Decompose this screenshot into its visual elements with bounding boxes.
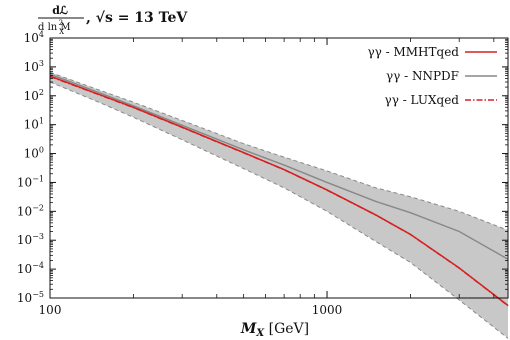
- legend: γγ - MMHTqed γγ - NNPDF γγ - LUXqed: [367, 45, 497, 107]
- y-tick-label: 104: [24, 30, 44, 45]
- plot-area: [49, 37, 509, 339]
- xlabel-sub: X: [255, 328, 265, 339]
- ylabel-denominator-sub: X: [59, 28, 64, 36]
- y-tick-label: 10−4: [17, 261, 44, 276]
- y-axis: 10−5 10−4 10−3 10−2 10−1 100 101 102 103 104: [17, 30, 508, 305]
- band-lower-edge: [49, 81, 509, 339]
- ylabel-energy: , √s = 13 TeV: [86, 10, 188, 26]
- uncertainty-band: [50, 72, 508, 339]
- y-tick-label: 10−5: [17, 290, 44, 305]
- y-tick-label: 10−2: [17, 203, 44, 218]
- y-tick-label: 103: [24, 59, 44, 74]
- x-axis: 100 1000: [39, 38, 495, 317]
- ylabel-denominator-main: d ln M: [38, 22, 71, 33]
- plot-frame: [49, 37, 509, 299]
- legend-label-0: γγ - MMHTqed: [367, 45, 459, 59]
- ylabel-numerator: dℒ: [52, 4, 68, 17]
- y-tick-label: 101: [24, 117, 44, 132]
- ylabel-denominator: d ln M2 X: [38, 19, 71, 36]
- xlabel-unit: [GeV]: [264, 321, 309, 337]
- x-axis-title: MX [GeV]: [240, 321, 309, 339]
- x-tick-label: 1000: [312, 303, 343, 317]
- x-tick-label: 100: [39, 303, 62, 317]
- series-line-1: [49, 73, 509, 260]
- xlabel-main: M: [240, 321, 257, 337]
- y-tick-label: 100: [24, 146, 44, 161]
- y-tick-label: 10−3: [17, 232, 44, 247]
- legend-label-2: γγ - LUXqed: [385, 93, 460, 107]
- legend-label-1: γγ - NNPDF: [386, 69, 459, 83]
- y-axis-title: dℒ d ln M2 X , √s = 13 TeV: [38, 4, 188, 36]
- ylabel-denominator-sup: 2: [59, 19, 63, 27]
- y-tick-label: 10−1: [17, 174, 44, 189]
- y-tick-label: 102: [24, 88, 44, 103]
- series-line-0: [49, 75, 509, 307]
